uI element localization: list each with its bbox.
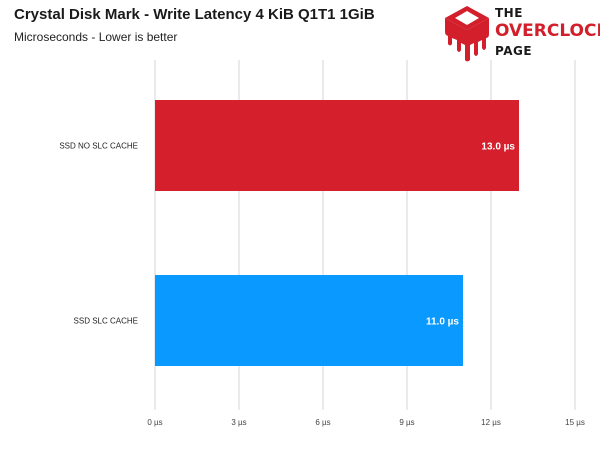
- chip-drip-icon: [445, 6, 489, 62]
- x-tick-label: 6 µs: [315, 418, 330, 427]
- x-tick-label: 12 µs: [481, 418, 501, 427]
- logo-text-page: PAGE: [495, 44, 533, 58]
- data-label: 11.0 µs: [426, 317, 459, 328]
- x-tick-label: 9 µs: [399, 418, 414, 427]
- x-tick-label: 15 µs: [565, 418, 585, 427]
- overclock-logo: THE OVERCLOCK PAGE: [443, 4, 600, 62]
- bar: [155, 100, 519, 191]
- data-label: 13.0 µs: [481, 142, 515, 153]
- logo-text-the: THE: [495, 6, 523, 20]
- x-tick-label: 3 µs: [231, 418, 246, 427]
- chart-title: Crystal Disk Mark - Write Latency 4 KiB …: [14, 6, 375, 23]
- category-label: SSD NO SLC CACHE: [59, 142, 138, 151]
- category-label: SSD SLC CACHE: [74, 317, 138, 326]
- chart-subtitle: Microseconds - Lower is better: [14, 30, 178, 44]
- bar: [155, 275, 463, 366]
- x-tick-label: 0 µs: [147, 418, 162, 427]
- logo-text-overclock: OVERCLOCK: [495, 21, 600, 41]
